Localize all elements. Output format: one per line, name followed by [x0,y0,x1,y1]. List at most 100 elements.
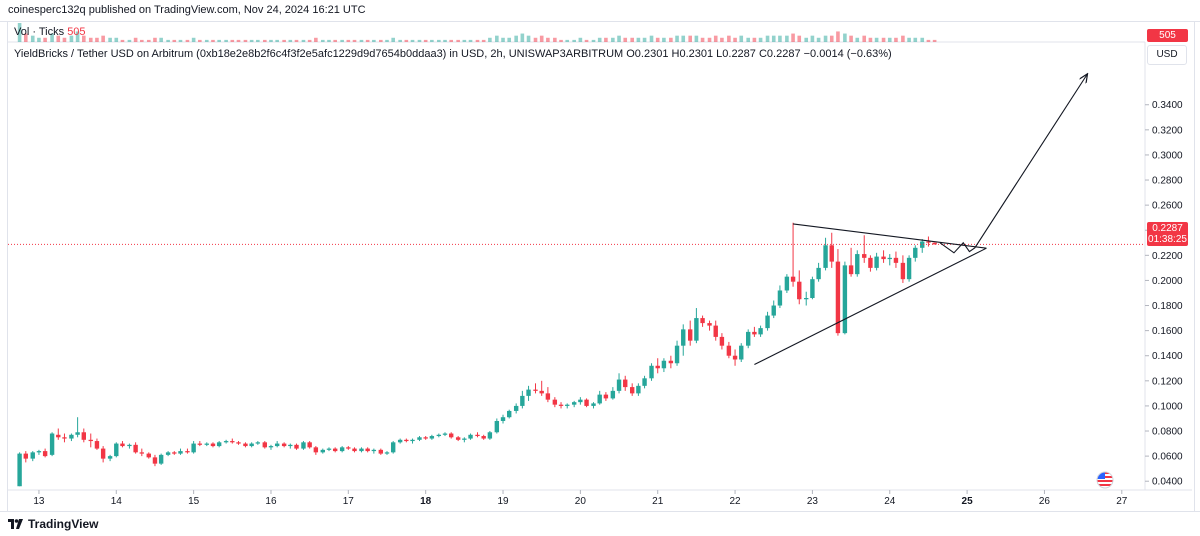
volume-bar [23,33,28,42]
symbol-legend[interactable]: YieldBricks / Tether USD on Arbitrum (0x… [14,48,892,60]
y-tick-label: 0.1200 [1152,376,1183,387]
volume-bar [785,35,789,42]
drawings[interactable] [8,75,1145,366]
volume-bar [791,33,795,42]
candle-body [346,447,351,449]
candle-body [835,261,841,334]
volume-bar [913,37,918,42]
volume-bar [352,39,357,42]
volume-bar [926,39,931,42]
tradingview-logo-icon [8,519,23,529]
volume-bar [855,37,860,42]
volume-bar [437,39,441,42]
volume-bar [501,37,505,42]
volume-bar [765,35,770,42]
triangle-upper-line [793,223,987,249]
x-tick-label: 24 [884,496,896,507]
volume-bar [733,37,737,42]
candle-body [881,256,886,260]
candle-body [152,457,158,464]
volume-bar [204,39,209,42]
volume-bar [468,39,473,42]
volume-bar [881,37,886,42]
volume-bar [294,39,299,42]
volume-bar [836,31,840,42]
volume-bar [874,37,879,42]
candle-body [629,387,635,394]
candle-body [455,437,461,440]
candle-body [790,276,796,282]
candle-body [191,443,196,453]
volume-bar [62,37,67,42]
volume-bar [810,35,815,42]
volume-bar [385,39,389,42]
volume-bar [662,37,666,42]
volume-bar [372,39,376,42]
volume-bar [410,39,415,42]
candle-body [23,453,28,459]
candle-body [185,451,190,453]
tradingview-logo[interactable]: TradingView [8,517,98,531]
y-tick-label: 0.2000 [1152,276,1183,287]
volume-bar [30,35,35,42]
bar-countdown: 01:38:25 [1148,234,1187,245]
volume-bar [178,39,183,42]
candle-body [545,393,551,400]
volume-bar [256,39,260,42]
candle-body [913,247,918,258]
candle-body [862,254,867,258]
us-flag-icon[interactable] [1096,471,1114,489]
candle-body [829,245,834,262]
y-tick-label: 0.3200 [1152,125,1183,136]
candle-body [726,345,732,356]
x-tick-label: 18 [420,496,432,507]
volume-bar [191,37,196,42]
candle-body [810,279,815,298]
candle-body [56,434,61,438]
candle-body [390,442,396,453]
publish-bar: coinesperc132q published on TradingView.… [0,0,1200,22]
currency-button[interactable]: USD [1147,45,1187,65]
time-axis[interactable]: 13 14 15 16 17 18 19 20 21 22 23 24 25 26 27 [33,490,1128,507]
x-tick-label: 20 [575,496,587,507]
candle-body [700,318,705,324]
candle-body [539,390,544,394]
candle-body [17,453,22,487]
volume-bars [17,23,937,42]
candle-body [855,254,860,275]
candle-body [288,444,293,447]
candle-body [230,441,235,443]
volume-bar [675,35,679,42]
candle-body [178,451,183,454]
volume-bar [481,39,486,42]
candle-body [526,389,531,396]
candle-body [649,365,654,379]
candle-body [133,444,138,453]
y-tick-label: 0.0400 [1152,477,1183,488]
volume-bar [269,39,273,42]
candle-body [558,404,564,406]
volume-bar [340,39,344,42]
volume-bar [746,37,751,42]
x-tick-label: 14 [111,496,123,507]
volume-bar [636,37,641,42]
chart-frame [7,21,1195,511]
candle-body [301,442,306,449]
triangle-lower-line [754,247,987,366]
candle-body [417,437,422,440]
volume-bar [539,35,544,42]
tradingview-brand: TradingView [28,517,99,531]
price-axis[interactable]: 0.0400 0.0600 0.0800 0.1000 0.1200 0.1400 0.16… [1145,100,1183,488]
volume-bar [166,39,170,42]
volume-bar [321,39,325,42]
candle-body [610,390,616,399]
volume-bar [449,39,453,42]
volume-bar [584,39,589,42]
volume-legend[interactable]: Vol · Ticks 505 [14,26,86,38]
volume-bar [50,33,54,42]
volume-bar [185,39,190,42]
volume-bar [301,39,306,42]
candlesticks [17,222,937,487]
candle-body [765,315,770,329]
